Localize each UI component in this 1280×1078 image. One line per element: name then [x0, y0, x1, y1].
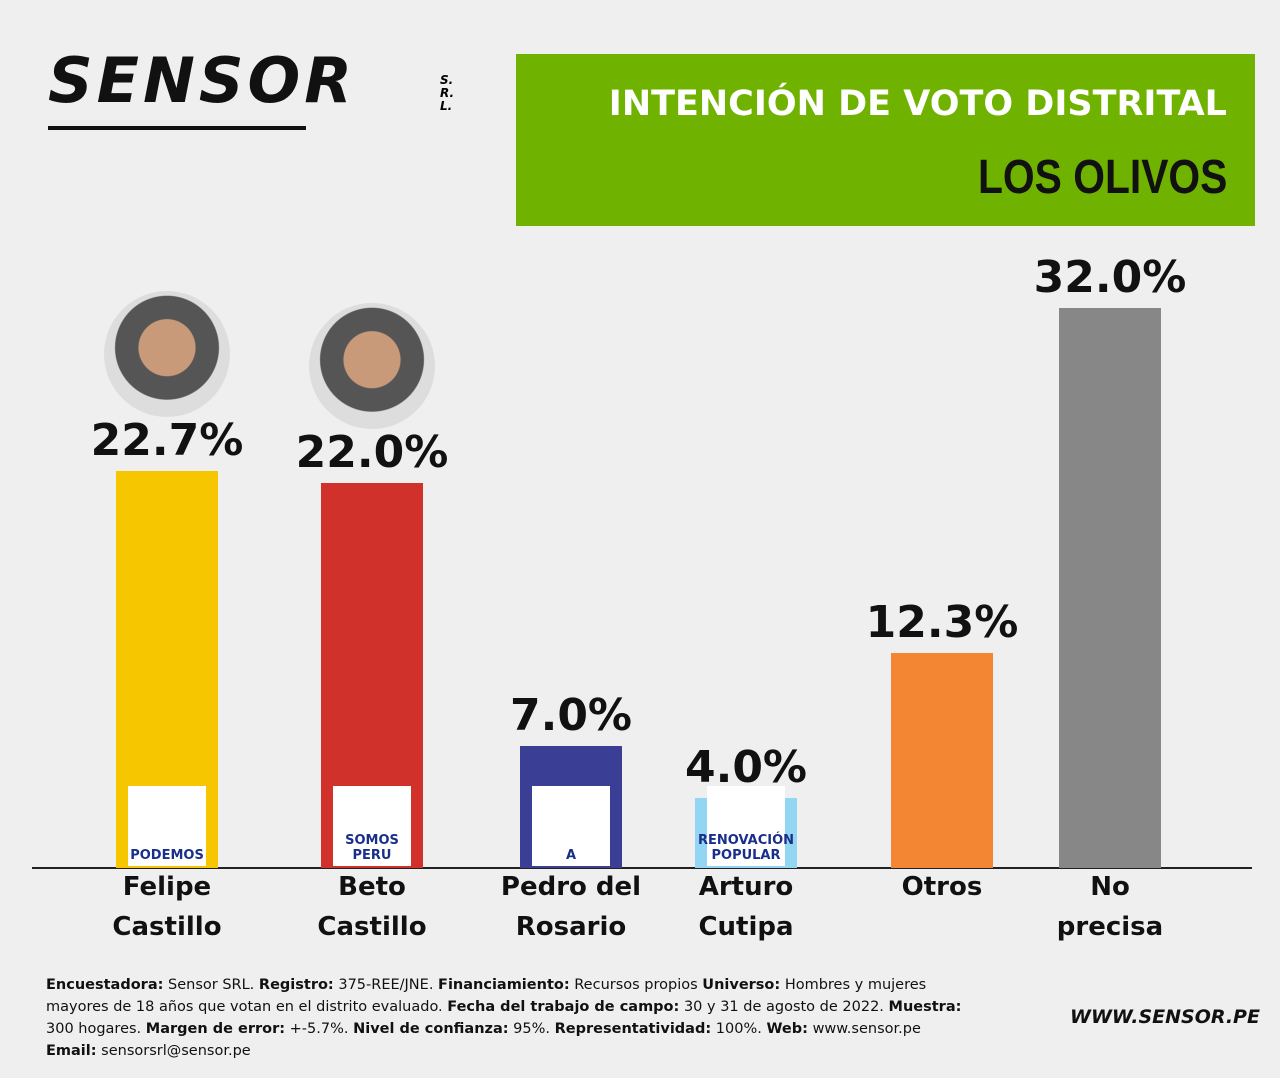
brand-suffix: S.R.L. [440, 73, 455, 113]
brand-underline [48, 126, 306, 130]
footnote-label: Encuestadora: [46, 977, 164, 993]
footnote: Encuestadora: Sensor SRL. Registro: 375-… [46, 974, 966, 1062]
footnote-text: Sensor SRL. [168, 977, 255, 993]
footnote-text: 95%. [513, 1021, 550, 1037]
footnote-text: +-5.7%. [289, 1021, 349, 1037]
baseline [32, 867, 1252, 869]
footnote-label: Muestra: [888, 999, 962, 1015]
footnote-label: Universo: [702, 977, 781, 993]
footnote-text: 300 hogares. [46, 1021, 142, 1037]
party-logo: PODEMOS [128, 786, 206, 866]
bar [891, 652, 993, 868]
footnote-label: Registro: [258, 977, 334, 993]
value-label: 22.7% [90, 414, 244, 466]
party-logo: A [532, 786, 610, 866]
brand-logo: SENSOR [48, 44, 356, 117]
x-tick-label: Beto Castillo [317, 872, 427, 942]
footnote-label: Web: [766, 1021, 808, 1037]
chart-title: INTENCIÓN DE VOTO DISTRITAL [608, 84, 1227, 124]
value-label: 22.0% [295, 427, 449, 478]
value-label: 4.0% [684, 742, 808, 793]
title-box: INTENCIÓN DE VOTO DISTRITAL LOS OLIVOS [516, 54, 1255, 226]
footnote-label: Email: [46, 1043, 97, 1059]
party-logo: SOMOS PERU [333, 786, 411, 866]
footnote-text: www.sensor.pe [812, 1021, 921, 1037]
x-tick-label: No precisa [1056, 872, 1164, 942]
footnote-label: Margen de error: [145, 1021, 286, 1037]
x-tick-label: Pedro del Rosario [500, 872, 642, 942]
value-label: 32.0% [1033, 252, 1187, 303]
footnote-label: Representatividad: [554, 1021, 712, 1037]
footnote-text: 30 y 31 de agosto de 2022. [683, 999, 884, 1015]
x-tick-label: Arturo Cutipa [698, 872, 794, 942]
footnote-label: Fecha del trabajo de campo: [447, 999, 680, 1015]
bar [1059, 308, 1161, 868]
footnote-text: sensorsrl@sensor.pe [101, 1043, 251, 1059]
value-label: 7.0% [509, 689, 633, 741]
candidate-photo [309, 303, 435, 429]
candidate-photo [104, 290, 230, 417]
footnote-text: 375-REE/JNE. [338, 977, 434, 993]
footnote-label: Nivel de confianza: [353, 1021, 509, 1037]
footnote-text: 100%. [715, 1021, 762, 1037]
footnote-text: Recursos propios [574, 977, 698, 993]
x-tick-label: Otros [901, 872, 983, 902]
chart-subtitle: LOS OLIVOS [977, 151, 1227, 204]
party-logo: RENOVACIÓN POPULAR [698, 786, 794, 866]
footnote-text: Hombres y mujeres mayores de 18 años que… [46, 977, 927, 1015]
value-label: 12.3% [865, 596, 1019, 648]
website: WWW.SENSOR.PE [1070, 1006, 1260, 1028]
x-tick-label: Felipe Castillo [112, 872, 222, 942]
footnote-label: Financiamiento: [438, 977, 570, 993]
